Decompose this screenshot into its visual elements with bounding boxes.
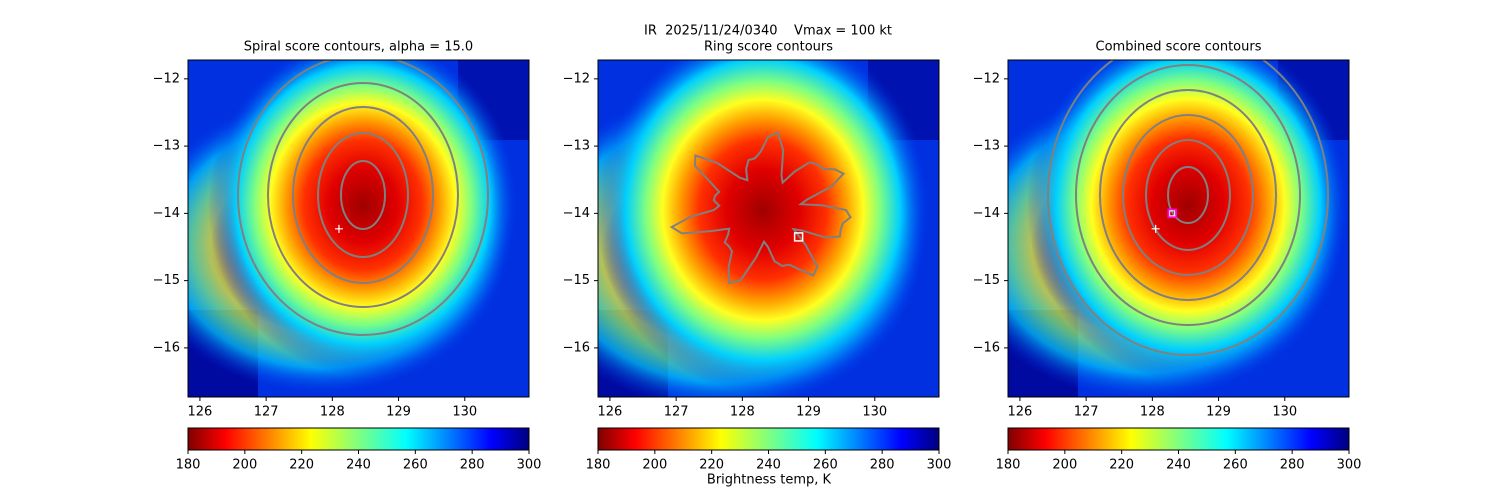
colorbar-tick-label: 180 (996, 458, 1021, 473)
axes-title: Combined score contours (1096, 40, 1262, 55)
y-tick-label: −16 (153, 340, 180, 355)
contour (237, 60, 489, 336)
y-tick-label: −15 (563, 273, 590, 288)
y-tick-label: −12 (563, 71, 590, 86)
colorbar (187, 427, 530, 451)
axes-frame (597, 59, 940, 398)
colorbar-tick-label: 180 (586, 458, 611, 473)
colorbar-tick-label: 180 (176, 458, 201, 473)
axes-frame (187, 59, 530, 398)
x-tick-label: 127 (254, 405, 279, 420)
x-tick-label: 129 (386, 405, 411, 420)
colorbar-tick-label: 260 (1223, 458, 1248, 473)
y-tick-label: −15 (973, 273, 1000, 288)
x-tick-label: 127 (664, 405, 689, 420)
x-tick-label: 128 (730, 405, 755, 420)
colorbar-tick-label: 280 (870, 458, 895, 473)
storm (208, 60, 518, 375)
colorbar (1007, 427, 1350, 451)
storm (1026, 60, 1349, 382)
y-tick-label: −16 (973, 340, 1000, 355)
center-marker (1167, 208, 1177, 219)
heatmap-image (188, 60, 529, 397)
y-tick-label: −15 (153, 273, 180, 288)
axes-frame (1007, 59, 1350, 398)
x-tick-label: 129 (1206, 405, 1231, 420)
contour (340, 160, 386, 230)
y-tick-label: −12 (973, 71, 1000, 86)
contour (267, 82, 459, 308)
x-tick-label: 128 (320, 405, 345, 420)
contour (1145, 139, 1231, 251)
x-tick-label: 126 (1008, 405, 1033, 420)
center-marker (793, 232, 804, 242)
center-marker-inner (1169, 210, 1176, 217)
x-tick-label: 127 (1074, 405, 1099, 420)
contour (292, 106, 434, 284)
axes-title: Ring score contours (704, 40, 833, 55)
contour (1047, 60, 1329, 356)
contour (317, 132, 409, 258)
colorbar-tick-label: 280 (1280, 458, 1305, 473)
y-tick-label: −13 (973, 139, 1000, 154)
heatmap-image (598, 60, 939, 397)
colorbar-tick-label: 260 (813, 458, 838, 473)
y-tick-label: −14 (563, 206, 590, 221)
y-tick-label: −16 (563, 340, 590, 355)
colorbar-tick-label: 220 (289, 458, 314, 473)
colorbar-tick-label: 300 (1337, 458, 1362, 473)
colorbar-tick-label: 240 (1166, 458, 1191, 473)
colorbar-tick-label: 300 (927, 458, 952, 473)
colorbar-label: Brightness temp, K (707, 473, 832, 488)
colorbar-tick-label: 280 (460, 458, 485, 473)
x-tick-label: 129 (796, 405, 821, 420)
y-tick-label: −14 (153, 206, 180, 221)
contour (669, 130, 852, 285)
colorbar-tick-label: 240 (756, 458, 781, 473)
y-tick-label: −13 (153, 139, 180, 154)
colorbar-tick-label: 260 (403, 458, 428, 473)
contour (1122, 114, 1254, 276)
center-marker (1151, 224, 1160, 233)
y-tick-label: −13 (563, 139, 590, 154)
y-tick-label: −12 (153, 71, 180, 86)
contour (1167, 166, 1209, 224)
y-tick-label: −14 (973, 206, 1000, 221)
colorbar (597, 427, 940, 451)
x-tick-label: 130 (452, 405, 477, 420)
x-tick-label: 128 (1140, 405, 1165, 420)
colorbar-tick-label: 240 (346, 458, 371, 473)
center-marker (334, 224, 343, 233)
heatmap-image (1008, 60, 1349, 397)
axes-title: Spiral score contours, alpha = 15.0 (244, 40, 473, 55)
contour (1099, 89, 1277, 301)
colorbar-tick-label: 300 (517, 458, 542, 473)
colorbar-tick-label: 200 (232, 458, 257, 473)
x-tick-label: 126 (598, 405, 623, 420)
colorbar-tick-label: 220 (699, 458, 724, 473)
x-tick-label: 126 (188, 405, 213, 420)
figure-title: IR 2025/11/24/0340 Vmax = 100 kt (644, 24, 892, 39)
colorbar-tick-label: 200 (642, 458, 667, 473)
colorbar-tick-label: 200 (1052, 458, 1077, 473)
colorbar-tick-label: 220 (1109, 458, 1134, 473)
contour (1075, 64, 1301, 326)
x-tick-label: 130 (862, 405, 887, 420)
x-tick-label: 130 (1272, 405, 1297, 420)
storm (598, 60, 931, 394)
